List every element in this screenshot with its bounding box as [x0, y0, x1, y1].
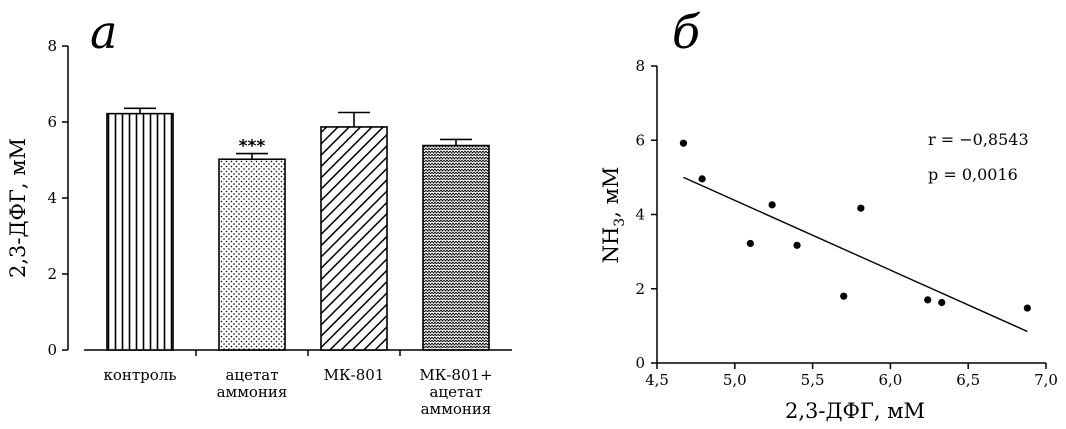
scatter-y-tick-label: 4 — [635, 206, 645, 224]
bar-category-label: аммония — [217, 383, 288, 401]
correlation-p: p = 0,0016 — [928, 165, 1018, 184]
scatter-point — [924, 296, 932, 304]
scatter-point — [938, 298, 946, 307]
scatter-x-tick-label: 5,0 — [723, 371, 747, 389]
bar — [422, 144, 490, 351]
scatter-point — [746, 239, 754, 248]
bar-category-label: ацетат — [429, 383, 482, 401]
scatter-point — [1023, 304, 1031, 312]
regression-line — [683, 176, 1028, 333]
scatter-point — [768, 201, 776, 209]
scatter-y-tick-label: 2 — [635, 280, 645, 298]
scatter-point — [857, 204, 865, 212]
bar-y-tick-label: 6 — [47, 113, 57, 131]
bar-category-label: контроль — [103, 366, 176, 384]
panel-label-a: а — [90, 5, 117, 59]
bar — [320, 126, 388, 351]
bar-y-tick-label: 2 — [47, 265, 57, 283]
significance-marker: *** — [239, 137, 266, 157]
scatter-x-tick-label: 6,5 — [956, 371, 980, 389]
scatter-point — [840, 292, 848, 300]
scatter-y-tick-label: 6 — [635, 131, 645, 149]
panel-label-b: б — [672, 5, 701, 59]
bar-chart-y-axis-title: 2,3-ДФГ, мМ — [6, 138, 30, 278]
scatter-x-tick-label: 6,0 — [878, 371, 902, 389]
bar-category-label: МК-801+ — [419, 366, 492, 384]
bar-category-label: аммония — [421, 400, 492, 418]
bar — [218, 158, 286, 351]
scatter-plot-panel: б 2,3-ДФГ, мМ NH3, мМ r = −0,8543 p = 0,… — [599, 5, 1058, 423]
bar-y-tick-label: 4 — [47, 189, 57, 207]
scatter-y-tick-label: 0 — [635, 354, 645, 372]
bar-y-tick-label: 8 — [47, 37, 57, 55]
scatter-x-tick-label: 5,5 — [801, 371, 825, 389]
scatter-point — [793, 241, 801, 249]
scatter-marks — [679, 139, 1031, 333]
scatter-y-tick-label: 8 — [635, 57, 645, 75]
scatter-y-axis-title: NH3, мМ — [599, 167, 628, 264]
scatter-x-tick-label: 7,0 — [1034, 371, 1058, 389]
scatter-x-tick-label: 4,5 — [645, 371, 669, 389]
scatter-x-axis-title: 2,3-ДФГ, мМ — [785, 399, 925, 423]
correlation-r: r = −0,8543 — [928, 130, 1029, 149]
bar-category-label: ацетат — [225, 366, 278, 384]
bar-y-tick-label: 0 — [47, 341, 57, 359]
scatter-point — [698, 175, 706, 183]
bar — [106, 112, 174, 351]
bar-category-label: МК-801 — [324, 366, 385, 384]
bar-chart-bars: *** — [106, 107, 490, 351]
scatter-point — [679, 139, 688, 147]
scatter-axes: 0 2 4 6 8 4,5 5,0 5,5 6,0 6,5 7,0 — [635, 57, 1057, 389]
